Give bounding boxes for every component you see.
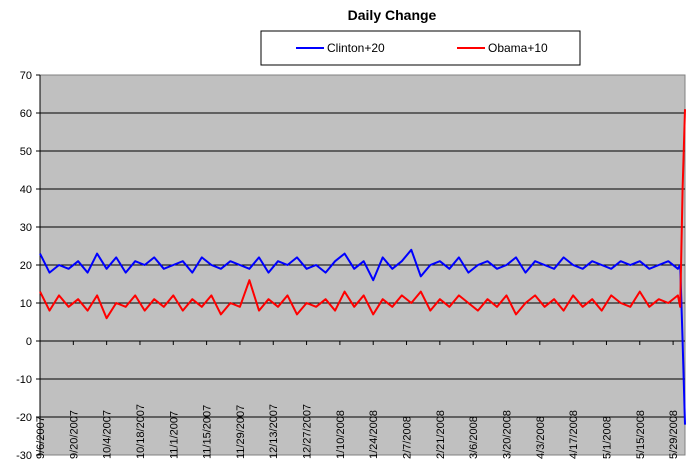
x-tick-label: 1/24/2008 bbox=[368, 410, 380, 459]
y-tick-label: 30 bbox=[20, 222, 32, 234]
x-tick-label: 10/18/2007 bbox=[135, 404, 147, 459]
legend: Clinton+20 Obama+10 bbox=[260, 30, 581, 66]
y-tick-label: -10 bbox=[16, 374, 32, 386]
x-tick-label: 1/10/2008 bbox=[335, 410, 347, 459]
x-tick-label: 10/4/2007 bbox=[102, 410, 114, 459]
x-tick-label: 2/21/2008 bbox=[435, 410, 447, 459]
x-tick-label: 5/1/2008 bbox=[601, 416, 613, 459]
x-tick-label: 9/6/2007 bbox=[35, 416, 47, 459]
x-tick-label: 9/20/2007 bbox=[68, 410, 80, 459]
x-tick-label: 5/15/2008 bbox=[635, 410, 647, 459]
x-axis: 9/6/2007 9/20/2007 10/4/2007 10/18/2007 11/1… bbox=[35, 340, 685, 459]
series-line bbox=[39, 248, 686, 425]
y-tick-label: 40 bbox=[20, 184, 32, 196]
y-tick-label: 60 bbox=[20, 108, 32, 120]
y-tick-label: -20 bbox=[16, 412, 32, 424]
x-tick-label: 3/6/2008 bbox=[468, 416, 480, 459]
x-tick-label: 12/27/2007 bbox=[302, 404, 314, 459]
x-tick-label: 11/29/2007 bbox=[235, 405, 247, 459]
y-tick-label: -30 bbox=[16, 450, 32, 462]
y-tick-label: 70 bbox=[20, 70, 32, 82]
x-tick-label: 11/15/2007 bbox=[202, 405, 214, 459]
x-tick-label: 2/7/2008 bbox=[402, 416, 414, 459]
y-tick-label: 0 bbox=[26, 336, 32, 348]
x-tick-label: 12/13/2007 bbox=[268, 404, 280, 459]
legend-label-clinton: Clinton+20 bbox=[327, 41, 385, 55]
y-axis: -30 -20 -10 0 10 20 30 40 50 60 70 bbox=[16, 70, 41, 462]
x-tick-label: 5/29/2008 bbox=[668, 410, 680, 459]
series-line bbox=[39, 109, 686, 320]
y-tick-label: 20 bbox=[20, 260, 32, 272]
x-tick-label: 4/3/2008 bbox=[535, 416, 547, 459]
chart-title: Daily Change bbox=[348, 7, 437, 23]
legend-label-obama: Obama+10 bbox=[488, 41, 548, 55]
y-tick-label: 50 bbox=[20, 146, 32, 158]
x-tick-label: 11/1/2007 bbox=[168, 411, 180, 459]
series-lines bbox=[39, 109, 686, 425]
y-tick-label: 10 bbox=[20, 298, 32, 310]
x-tick-label: 3/20/2008 bbox=[501, 410, 513, 459]
x-tick-label: 4/17/2008 bbox=[568, 410, 580, 459]
